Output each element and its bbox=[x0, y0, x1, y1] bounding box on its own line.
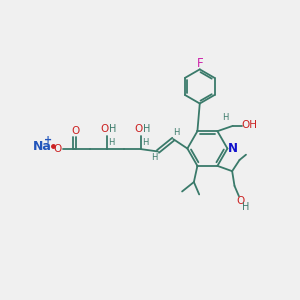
Text: H: H bbox=[174, 128, 180, 137]
Text: F: F bbox=[196, 57, 203, 70]
Text: +: + bbox=[44, 135, 52, 145]
Text: H: H bbox=[142, 138, 148, 147]
Text: H: H bbox=[108, 138, 114, 147]
Text: H: H bbox=[242, 202, 249, 212]
Text: H: H bbox=[109, 124, 116, 134]
Text: O: O bbox=[100, 124, 109, 134]
Text: N: N bbox=[228, 142, 238, 155]
Text: O: O bbox=[71, 126, 80, 136]
Text: H: H bbox=[143, 124, 150, 134]
Text: H: H bbox=[151, 153, 157, 162]
Text: O: O bbox=[135, 124, 143, 134]
Text: OH: OH bbox=[241, 120, 257, 130]
Text: H: H bbox=[223, 113, 229, 122]
Text: O: O bbox=[236, 196, 244, 206]
Text: Na: Na bbox=[32, 140, 51, 153]
Text: O: O bbox=[53, 143, 61, 154]
